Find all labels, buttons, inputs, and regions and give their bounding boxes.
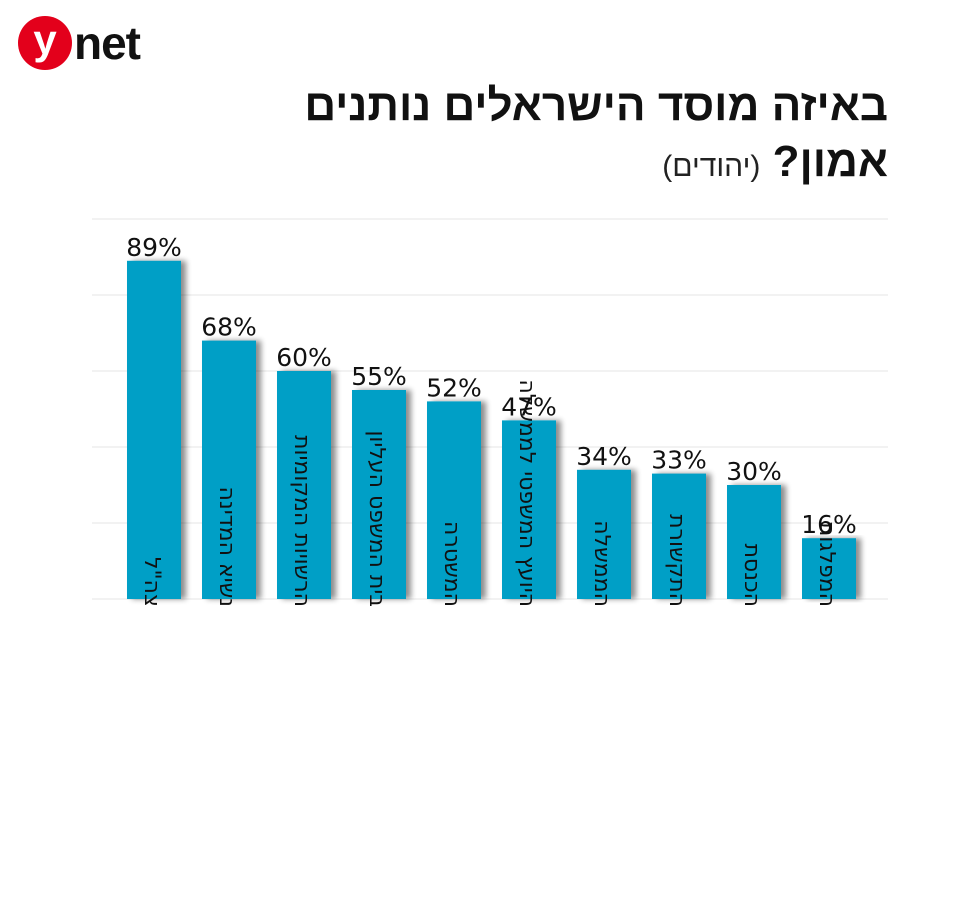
bar (652, 473, 706, 599)
category-label: היועץ המשפטי לממשלה (514, 379, 539, 607)
data-label: 89% (126, 233, 182, 262)
category-label: בית המשפט העליון (364, 430, 389, 607)
data-label: 55% (351, 362, 407, 391)
bar (277, 371, 331, 599)
data-label: 34% (576, 442, 632, 471)
bar (427, 401, 481, 599)
category-label: המפלגות (814, 522, 839, 607)
category-label: הכנסת (739, 543, 764, 607)
logo-net-text: net (74, 17, 141, 69)
bar (577, 469, 631, 599)
bar (802, 538, 856, 599)
chart-subtitle: (יהודים) (662, 150, 761, 183)
data-labels: 89% 68% 60% 55% 52% 47% 34% 33% 30% 16% (126, 233, 857, 539)
chart-title: באיזה מוסד הישראלים נותנים אמון? (יהודים… (304, 78, 888, 195)
category-label: נשיא המדינה (214, 487, 239, 607)
ynet-logo: y net (18, 16, 141, 70)
category-label: הרשויות המקומיות (289, 435, 314, 607)
category-label: התקשורת (664, 514, 689, 607)
data-label: 47% (501, 392, 557, 421)
data-label: 33% (651, 446, 707, 475)
data-label: 52% (426, 373, 482, 402)
data-label: 16% (801, 510, 857, 539)
chart-title-question: אמון? (772, 137, 888, 186)
bars (127, 260, 856, 599)
data-label: 60% (276, 343, 332, 372)
category-label: הממשלה (589, 520, 614, 607)
data-label: 68% (201, 313, 257, 342)
chart-title-line2: אמון? (יהודים) (304, 134, 888, 195)
category-label: צה"ל (139, 557, 164, 607)
chart-title-line1: באיזה מוסד הישראלים נותנים (304, 81, 888, 130)
logo-y-circle: y (18, 16, 72, 70)
data-label: 30% (726, 457, 782, 486)
category-labels: צה"ל נשיא המדינה הרשויות המקומיות בית המשפט… (139, 379, 839, 607)
bar (502, 420, 556, 599)
bar (127, 260, 181, 599)
bar (202, 340, 256, 599)
category-label: המשטרה (439, 521, 464, 607)
bar (352, 390, 406, 599)
bar (727, 485, 781, 599)
